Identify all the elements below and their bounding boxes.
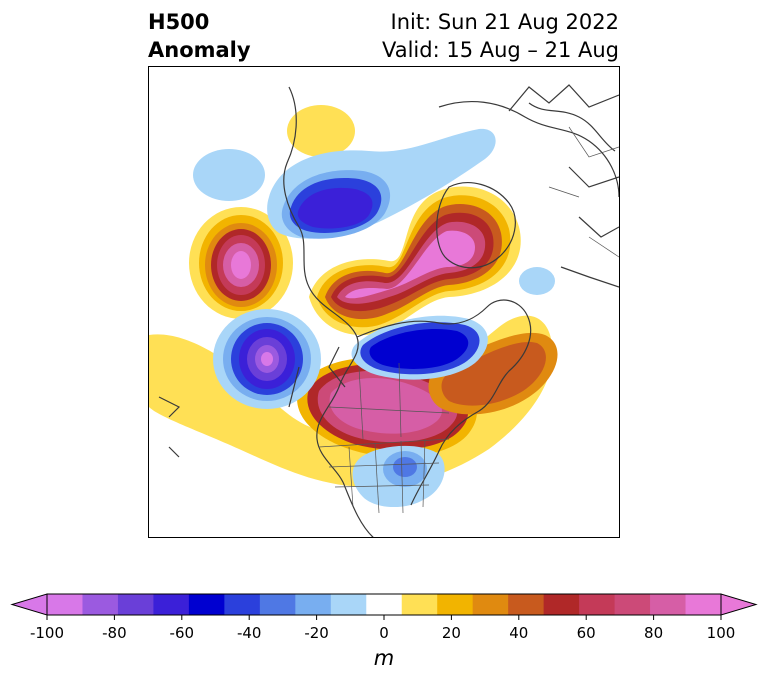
colorbar-segment — [437, 594, 474, 615]
colorbar-segment — [330, 594, 367, 615]
title-field-type: Anomaly — [148, 38, 251, 62]
colorbar-segment — [614, 594, 651, 615]
colorbar-segment — [117, 594, 154, 615]
colorbar-segment — [295, 594, 332, 615]
map-title-right: Init: Sun 21 Aug 2022 Valid: 15 Aug – 21… — [382, 8, 619, 64]
colorbar-tick-label: -80 — [102, 624, 127, 642]
anomaly-map — [148, 66, 620, 538]
colorbar-segment — [366, 594, 403, 615]
map-title-left: H500 Anomaly — [148, 8, 251, 64]
colorbar-extend-min — [10, 593, 48, 616]
colorbar-tick-label: 80 — [644, 624, 664, 642]
init-date-text: Init: Sun 21 Aug 2022 — [390, 10, 619, 34]
colorbar-unit-label: m — [373, 646, 395, 670]
colorbar — [10, 593, 758, 620]
colorbar-tick-label: -60 — [169, 624, 195, 642]
coastlines-overlay — [158, 84, 619, 537]
title-variable: H500 — [148, 10, 210, 34]
colorbar-extend-max — [720, 593, 758, 616]
anomaly-map-canvas — [149, 67, 619, 537]
colorbar-segment — [259, 594, 296, 615]
colorbar-segment — [82, 594, 119, 615]
colorbar-segment — [188, 594, 225, 615]
colorbar-segment — [543, 594, 580, 615]
colorbar-segment — [650, 594, 687, 615]
colorbar-segment — [579, 594, 616, 615]
colorbar-tick-label: -100 — [29, 624, 65, 642]
negative-anomaly-regions — [193, 128, 555, 508]
colorbar-segment — [508, 594, 545, 615]
political-borders — [318, 126, 619, 514]
valid-range-text: Valid: 15 Aug – 21 Aug — [381, 38, 619, 62]
colorbar-tick-label: 0 — [379, 624, 389, 642]
colorbar-segment — [153, 594, 190, 615]
colorbar-segment — [47, 594, 83, 615]
colorbar-tick-label: -20 — [304, 624, 329, 642]
colorbar-segment — [685, 594, 722, 615]
colorbar-tick-label: 40 — [509, 624, 529, 642]
colorbar-segment — [224, 594, 261, 615]
colorbar-tick-label: 20 — [441, 624, 461, 642]
colorbar-tick-label: -40 — [236, 624, 262, 642]
colorbar-segment — [401, 594, 438, 615]
colorbar-tick-label: 60 — [576, 624, 596, 642]
colorbar-segment — [472, 594, 509, 615]
colorbar-tick-label: 100 — [706, 624, 736, 642]
